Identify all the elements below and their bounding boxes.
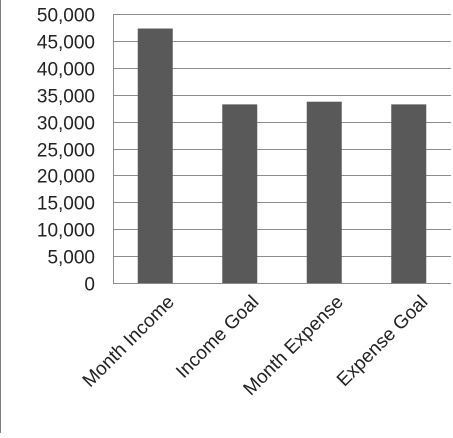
bar-income-goal (222, 104, 258, 283)
y-tick-label: 35,000 (37, 87, 95, 108)
x-tick-label: Month Income (79, 292, 179, 392)
bar-month-income (137, 28, 173, 283)
bars (137, 28, 427, 283)
y-tick-label: 25,000 (37, 141, 95, 162)
x-tick-label: Income Goal (172, 292, 263, 383)
y-tick-label: 20,000 (37, 167, 95, 188)
y-tick-label: 30,000 (37, 114, 95, 135)
y-tick-label: 10,000 (37, 221, 95, 242)
y-tick-label: 40,000 (37, 60, 95, 81)
y-tick-label: 45,000 (37, 33, 95, 54)
x-tick-label: Expense Goal (333, 292, 432, 391)
y-tick-label: 50,000 (37, 6, 95, 27)
y-tick-label: 15,000 (37, 194, 95, 215)
y-tick-label: 5,000 (47, 248, 95, 269)
bar-month-expense (306, 101, 342, 283)
y-tick-label: 0 (84, 275, 95, 296)
y-tick-labels: 0 5,000 10,000 15,000 20,000 25,000 30,000 35,0… (37, 6, 95, 296)
bar-expense-goal (391, 104, 427, 283)
